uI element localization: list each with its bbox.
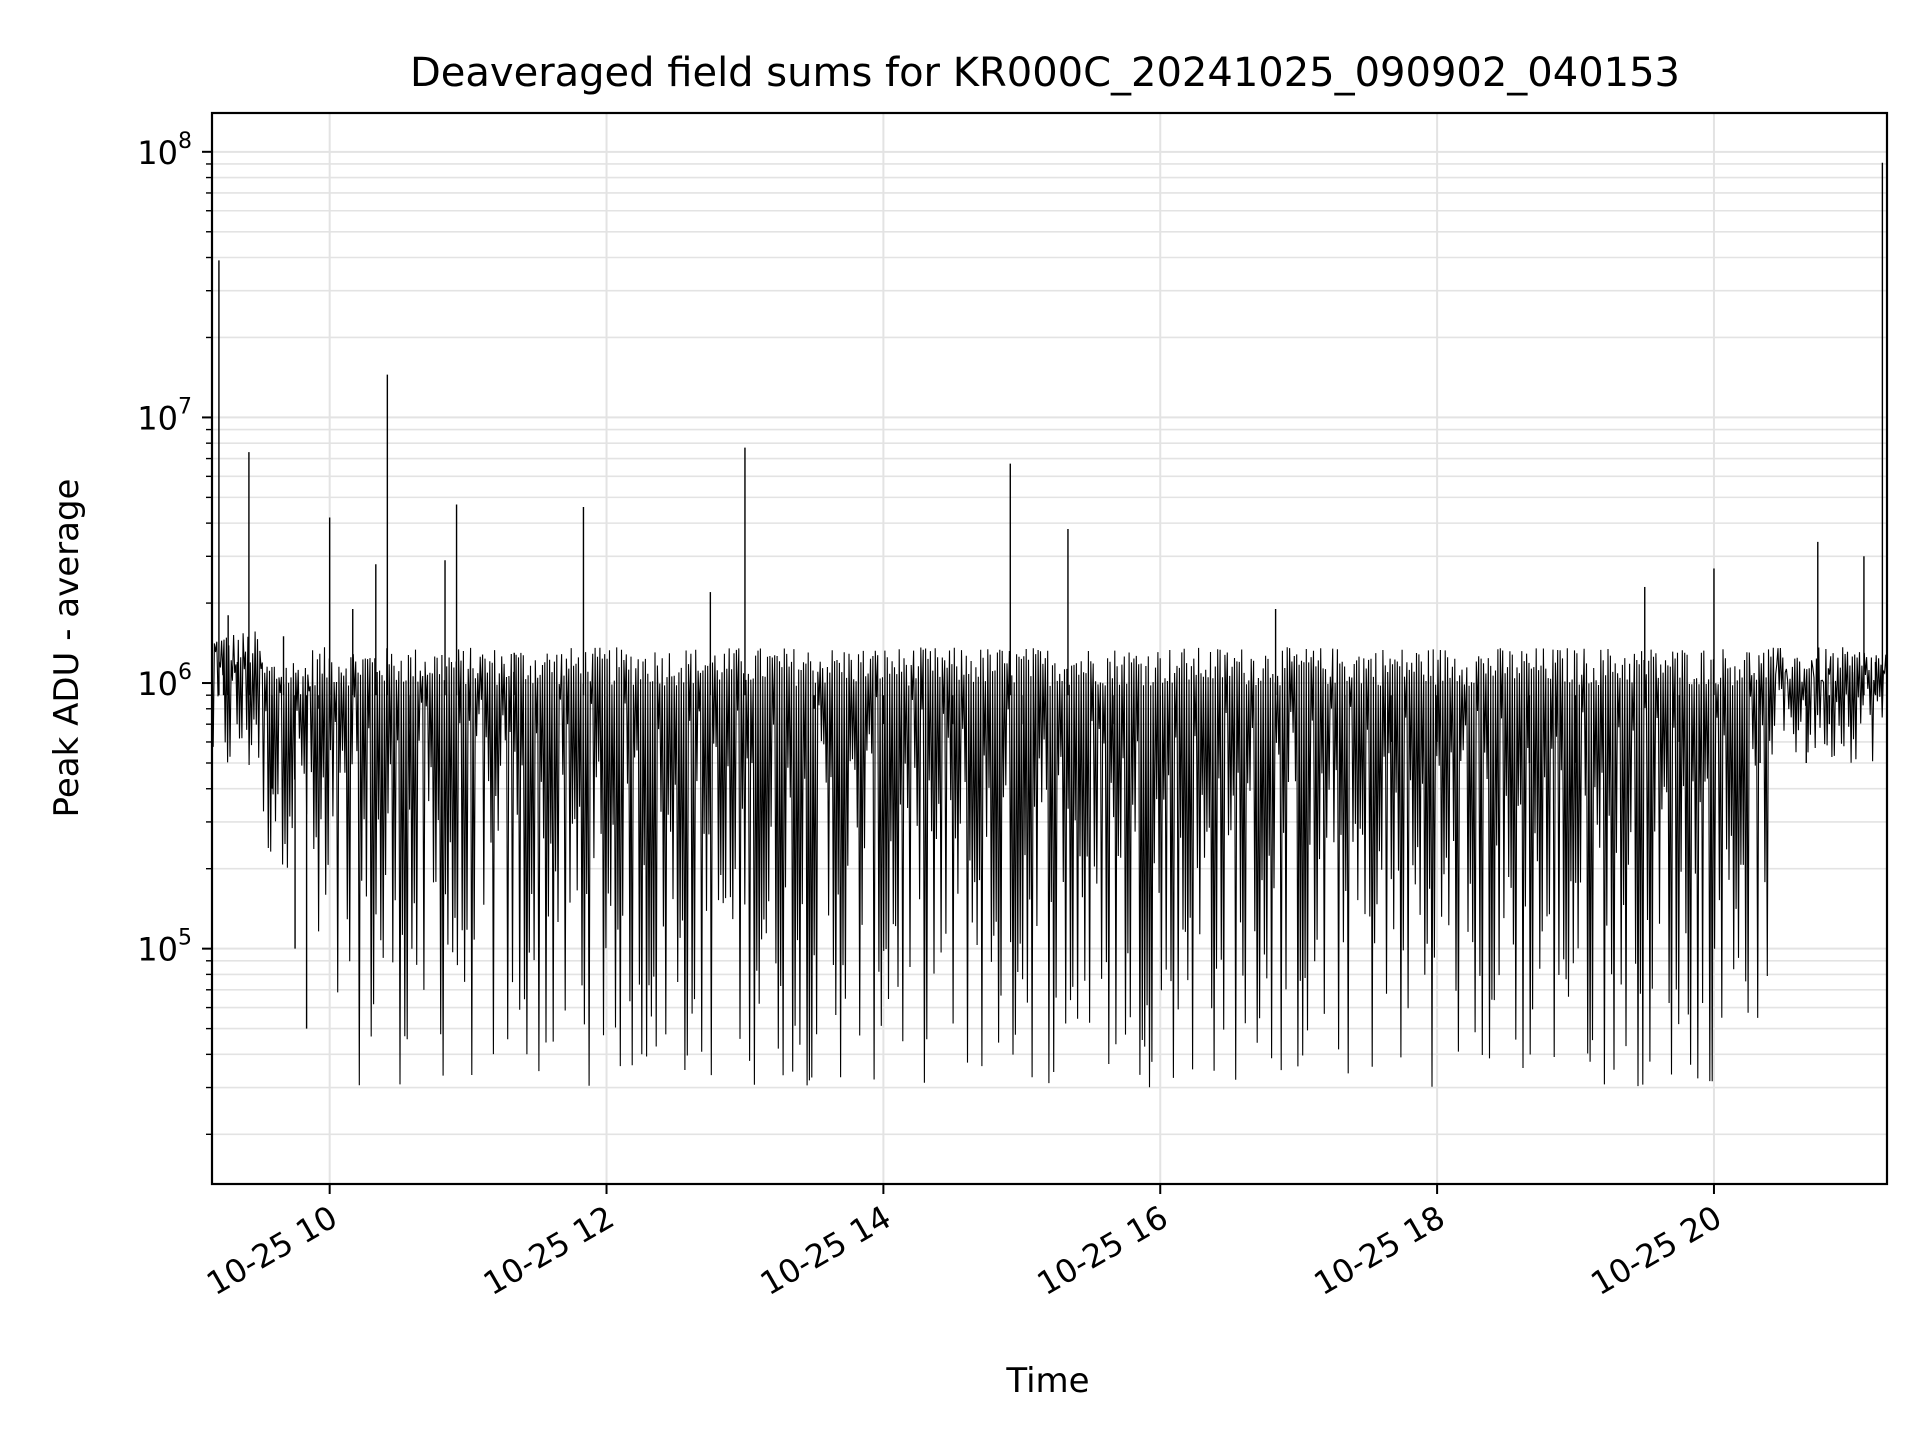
- x-tick-label: 10-25 12: [477, 1198, 621, 1303]
- x-tick-label: 10-25 10: [200, 1198, 344, 1303]
- series-layer: [211, 162, 1888, 1088]
- x-axis: 10-25 10 10-25 12 10-25 14 10-25 16 10-25 18…: [200, 1184, 1728, 1303]
- y-tick-label: 105: [137, 926, 192, 969]
- x-tick-label: 10-25 20: [1584, 1198, 1728, 1303]
- x-tick-label: 10-25 16: [1031, 1198, 1175, 1303]
- y-tick-label: 106: [137, 660, 192, 703]
- y-axis: 105 106 107 108: [137, 129, 212, 1136]
- plot-area-frame: [210, 111, 1889, 1186]
- chart-title: Deaveraged field sums for KR000C_2024102…: [410, 50, 1680, 96]
- x-tick-label: 10-25 18: [1308, 1198, 1452, 1303]
- x-axis-label: Time: [1005, 1361, 1089, 1401]
- x-tick-label: 10-25 14: [754, 1198, 898, 1303]
- y-tick-label: 108: [137, 129, 192, 172]
- y-axis-label: Peak ADU - average: [47, 479, 87, 818]
- y-tick-label: 107: [137, 394, 192, 437]
- series-line-texture: [211, 631, 1888, 1088]
